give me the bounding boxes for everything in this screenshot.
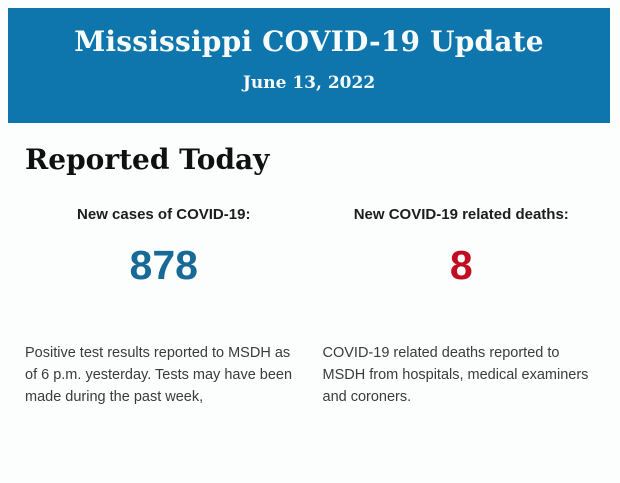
- new-cases-label: New cases of COVID-19:: [77, 206, 251, 223]
- new-deaths-label: New COVID-19 related deaths:: [353, 206, 569, 223]
- section-heading: Reported Today: [25, 143, 270, 176]
- banner-title: Mississippi COVID-19 Update: [74, 25, 544, 58]
- new-deaths-value: 8: [449, 242, 473, 288]
- stats-columns: New cases of COVID-19: 878 Positive test…: [25, 176, 600, 408]
- update-banner: Mississippi COVID-19 Update June 13, 202…: [8, 8, 610, 123]
- new-cases-value: 878: [129, 242, 198, 288]
- banner-date: June 13, 2022: [242, 73, 376, 93]
- stat-new-cases: New cases of COVID-19: 878 Positive test…: [25, 176, 303, 408]
- stat-new-deaths: New COVID-19 related deaths: 8 COVID-19 …: [323, 176, 601, 408]
- new-cases-description: Positive test results reported to MSDH a…: [25, 345, 293, 405]
- new-deaths-description: COVID-19 related deaths reported to MSDH…: [322, 345, 589, 405]
